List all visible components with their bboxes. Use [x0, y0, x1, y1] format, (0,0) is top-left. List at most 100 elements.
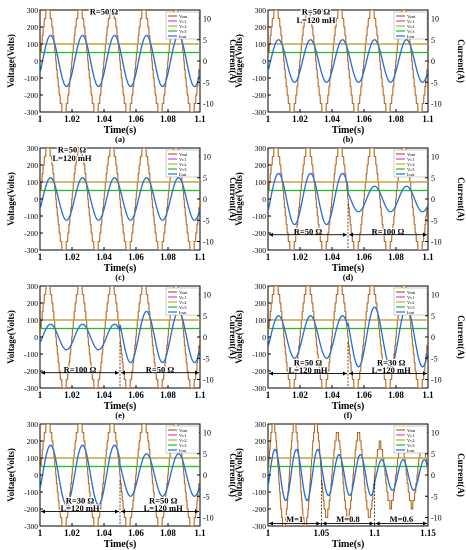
y-tick-label: -200: [252, 505, 266, 514]
y-tick-label: 0: [262, 195, 266, 204]
legend-label: Vout: [179, 152, 188, 157]
y2-tick-label: -10: [203, 376, 214, 385]
segment-arrow-head-right: [343, 232, 347, 237]
y2-tick-label: 10: [203, 15, 211, 24]
y-tick-label: 100: [255, 454, 267, 463]
series-iout-line: [40, 310, 200, 364]
x-tick-label: 1.08: [160, 114, 176, 124]
y-tick-label: 0: [262, 57, 266, 66]
x-tick-label: 1.04: [324, 252, 340, 262]
y-tick-label: 100: [255, 316, 267, 325]
y-tick-label: -100: [252, 488, 266, 497]
legend-label: Vc1: [407, 19, 415, 24]
y-tick-label: -200: [24, 367, 38, 376]
x-tick-label: 1: [266, 114, 271, 124]
x-axis-label: Time(s): [332, 401, 365, 412]
legend-label: Vc3: [179, 167, 187, 172]
segment-arrow-head-left: [269, 521, 273, 526]
y2-axis-label: Current(A): [228, 453, 238, 497]
x-tick-label: 1.08: [388, 390, 404, 400]
panel-h: 1 1.05 1.1 1.15 300 200 100 0 -100 -200 -300 10 5 0 -5…: [234, 420, 466, 550]
y-tick-label: 100: [27, 316, 39, 325]
y-tick-label: -200: [24, 229, 38, 238]
x-tick-label: 1.08: [160, 252, 176, 262]
y-tick-label: -300: [24, 522, 38, 531]
y-tick-label: -100: [252, 350, 266, 359]
annotation-label: L=120 mH: [52, 153, 91, 163]
x-axis-label: Time(s): [104, 539, 137, 550]
y-tick-label: 100: [27, 454, 39, 463]
y-tick-label: -100: [24, 74, 38, 83]
panel-a: 1 1.02 1.04 1.06 1.08 1.13002001000-100-200-3…: [6, 6, 238, 144]
y-tick-label: -200: [24, 505, 38, 514]
legend-label: Vout: [179, 428, 188, 433]
x-tick-label: 1: [38, 528, 43, 538]
annotation-label: R=50 Ω: [302, 7, 331, 17]
y2-tick-label: -10: [203, 100, 214, 109]
y2-tick-label: -5: [203, 78, 210, 87]
x-axis-label: Time(s): [332, 539, 365, 550]
x-tick-label: 1: [266, 252, 271, 262]
legend-label: Vout: [407, 290, 416, 295]
legend-label: Vc2: [407, 300, 415, 305]
x-tick-label: 1.06: [128, 114, 144, 124]
y2-tick-label: -5: [431, 216, 438, 225]
y-tick-label: -300: [24, 108, 38, 117]
legend-label: Iout: [179, 310, 187, 315]
x-tick-label: 1.02: [64, 114, 80, 124]
annotation-label: R=50 Ω: [90, 7, 119, 17]
x-tick-label: 1.1: [422, 114, 434, 124]
y-axis-label: Voltage(Volts): [6, 310, 16, 364]
y2-tick-label: 5: [431, 36, 435, 45]
y-tick-label: 100: [255, 40, 267, 49]
legend-label: Vc1: [179, 433, 187, 438]
panel-label: (g): [115, 548, 125, 550]
x-tick-label: 1: [38, 390, 43, 400]
x-tick-label: 1.08: [160, 390, 176, 400]
panel-label: (d): [343, 272, 354, 282]
y-tick-label: 300: [27, 144, 39, 153]
legend-label: Iout: [179, 448, 187, 453]
y-tick-label: -200: [24, 91, 38, 100]
y2-tick-label: -10: [203, 514, 214, 523]
segment-arrow-head-left: [269, 232, 273, 237]
y2-axis-label: Current(A): [456, 315, 466, 359]
legend-label: Iout: [407, 172, 415, 177]
y2-tick-label: 0: [431, 471, 435, 480]
segment-arrow-head-right: [423, 371, 427, 376]
legend-label: Vc2: [407, 162, 415, 167]
y2-tick-label: -5: [431, 78, 438, 87]
x-tick-label: 1.06: [128, 252, 144, 262]
legend-label: Vc3: [407, 29, 415, 34]
legend-label: Vc2: [407, 24, 415, 29]
y2-tick-label: 10: [431, 15, 439, 24]
y2-tick-label: 10: [203, 153, 211, 162]
legend-label: Vc3: [179, 305, 187, 310]
legend-label: Vc1: [179, 19, 187, 24]
x-tick-label: 1.08: [388, 252, 404, 262]
y-tick-label: 300: [255, 420, 267, 429]
y2-tick-label: -5: [203, 492, 210, 501]
legend-label: Iout: [407, 310, 415, 315]
y2-tick-label: 0: [203, 57, 207, 66]
legend-label: Vc2: [179, 24, 187, 29]
series-iout-line: [268, 39, 428, 83]
panel-b: 1 1.02 1.04 1.06 1.08 1.13002001000-100-200-3…: [234, 6, 466, 144]
y2-tick-label: 10: [203, 291, 211, 300]
panel-label: (f): [344, 410, 353, 420]
x-tick-label: 1.02: [292, 114, 308, 124]
x-tick-label: 1.04: [96, 390, 112, 400]
y-tick-label: -200: [252, 91, 266, 100]
legend-label: Vc1: [407, 157, 415, 162]
legend-label: Iout: [179, 34, 187, 39]
segment-arrow-head-right: [316, 521, 321, 526]
x-tick-label: 1: [266, 528, 271, 538]
x-axis-label: Time(s): [104, 401, 137, 412]
x-tick-label: 1.04: [96, 114, 112, 124]
series-iout-line: [40, 177, 200, 221]
series-iout-line: [40, 444, 200, 506]
x-tick-label: 1.1: [422, 390, 434, 400]
x-tick-label: 1.06: [128, 390, 144, 400]
panel-label: (c): [115, 272, 125, 282]
